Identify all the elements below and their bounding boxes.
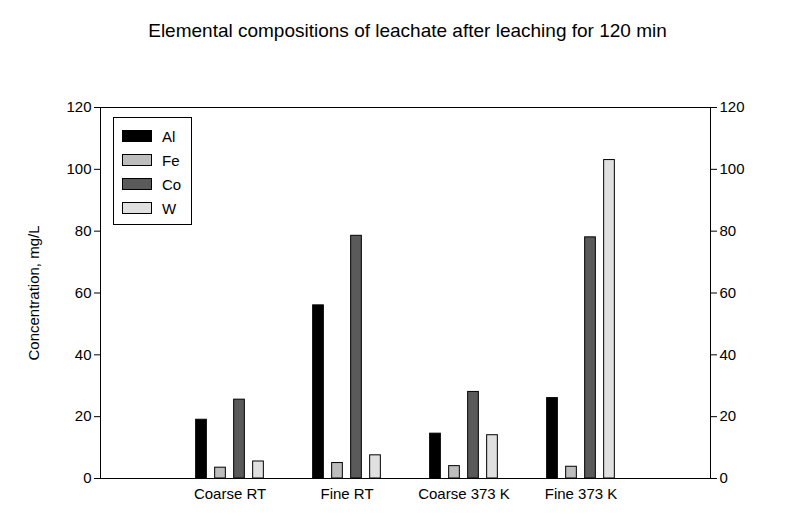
- html-text:Fe: Fe: [162, 151, 180, 169]
- svg-text:60: 60: [75, 284, 92, 301]
- svg-text:40: 40: [75, 346, 92, 363]
- html-text:W: W: [162, 199, 177, 217]
- svg-text:80: 80: [75, 222, 92, 239]
- svg-text:80: 80: [720, 222, 737, 239]
- svg-text:100: 100: [720, 160, 745, 177]
- svg-text:0: 0: [720, 469, 728, 486]
- html-text:Co: Co: [162, 175, 182, 193]
- svg-text:60: 60: [720, 284, 737, 301]
- svg-text:Coarse 373 K: Coarse 373 K: [418, 485, 510, 502]
- svg-text:20: 20: [720, 407, 737, 424]
- html-text:Al: Al: [162, 127, 176, 145]
- svg-text:Coarse RT: Coarse RT: [194, 485, 266, 502]
- html-text:Elemental compositions of leac: Elemental compositions of leachate after…: [148, 20, 667, 41]
- svg-text:Concentration, mg/L: Concentration, mg/L: [25, 225, 42, 360]
- svg-text:Fine RT: Fine RT: [320, 485, 373, 502]
- svg-text:40: 40: [720, 346, 737, 363]
- svg-text:120: 120: [720, 98, 745, 115]
- svg-text:100: 100: [66, 160, 91, 177]
- svg-text:120: 120: [66, 98, 91, 115]
- svg-text:0: 0: [83, 469, 91, 486]
- svg-text:Fine 373 K: Fine 373 K: [545, 485, 618, 502]
- svg-text:20: 20: [75, 407, 92, 424]
